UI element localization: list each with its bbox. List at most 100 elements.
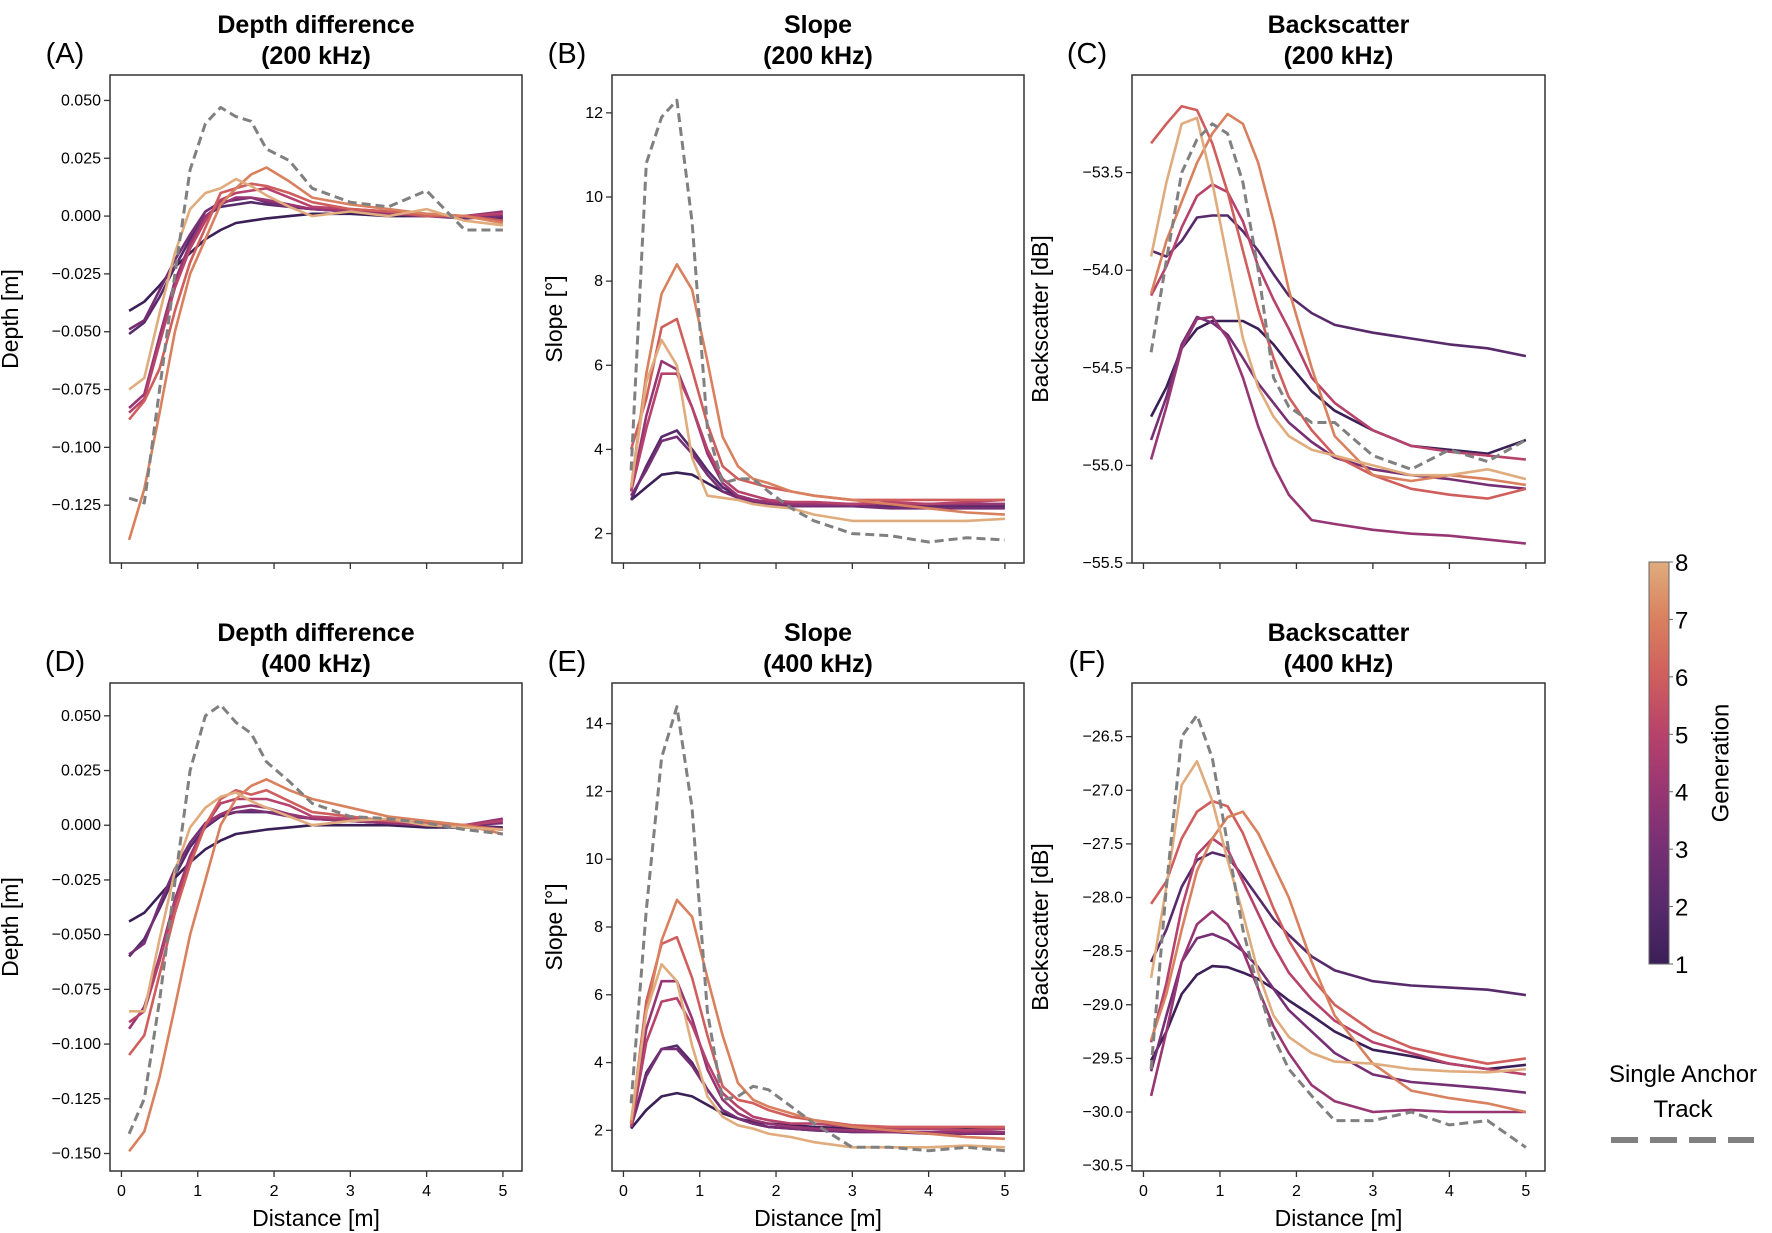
axes-frame <box>1131 682 1546 1172</box>
panel-title-line2: (200 kHz) <box>763 42 873 70</box>
series-line-generation-3 <box>1149 932 1527 1094</box>
y-tick-label: 0.000 <box>61 817 101 834</box>
x-tick-label: 4 <box>422 1183 431 1200</box>
x-tick-label: 5 <box>1521 1183 1530 1200</box>
panel-b: Slope (200 kHz) (B) 2 4 6 8 10 12 Slope [°] <box>541 11 1025 569</box>
y-tick-label: −0.125 <box>52 1091 101 1108</box>
series-line-generation-2 <box>1150 214 1527 358</box>
y-tick-label: −0.075 <box>52 382 101 399</box>
colorbar-tick-label: 6 <box>1675 665 1688 692</box>
series-line-generation-7 <box>629 262 1005 516</box>
series-line-generation-4 <box>128 196 504 409</box>
y-tick-label: −53.5 <box>1083 165 1124 182</box>
panel-label: (A) <box>46 38 85 70</box>
y-tick-label: −0.100 <box>52 439 101 456</box>
series-line-generation-6 <box>629 317 1005 502</box>
y-tick-label: −29.0 <box>1083 997 1124 1014</box>
y-tick-label: −30.5 <box>1083 1158 1124 1175</box>
y-tick-label: 14 <box>585 716 603 733</box>
series-line-single-anchor-track <box>128 105 503 505</box>
series-line-generation-2 <box>1149 851 1527 997</box>
x-axis-label: Distance [m] <box>754 1205 882 1231</box>
series-line-generation-5 <box>629 372 1005 506</box>
panel-f: Backscatter (400 kHz) (F) 0 1 2 3 4 5 −26.5 −27.0 −… <box>1027 619 1546 1231</box>
series-line-generation-4 <box>1149 315 1527 545</box>
y-tick-label: 0.050 <box>61 708 101 725</box>
series-line-generation-6 <box>128 788 504 1056</box>
panel-title-line1: Backscatter <box>1268 619 1410 647</box>
x-tick-label: 2 <box>270 1183 279 1200</box>
y-tick-label: 6 <box>594 357 603 374</box>
x-tick-label: 0 <box>1139 1183 1148 1200</box>
y-tick-label: −55.5 <box>1083 555 1124 572</box>
series-line-generation-3 <box>1149 315 1527 491</box>
panel-label: (C) <box>1067 38 1107 70</box>
series-line-generation-6 <box>128 182 504 421</box>
y-tick-label: −27.0 <box>1083 782 1124 799</box>
axes-frame <box>611 682 1025 1172</box>
x-tick-label: 5 <box>498 1183 507 1200</box>
y-tick-label: −0.125 <box>52 497 101 514</box>
y-axis-label: Backscatter [dB] <box>1027 235 1053 402</box>
x-tick-label: 2 <box>772 1183 781 1200</box>
x-tick-label: 4 <box>924 1183 933 1200</box>
y-tick-label: 0.050 <box>61 92 101 109</box>
panel-label: (F) <box>1068 646 1105 678</box>
y-tick-label: −28.0 <box>1083 890 1124 907</box>
series-group <box>127 105 504 541</box>
y-tick-label: 4 <box>594 1055 603 1072</box>
panel-label: (D) <box>45 646 85 678</box>
series-line-generation-5 <box>128 797 504 1024</box>
series-line-generation-7 <box>1149 112 1527 487</box>
panel-title-line2: (400 kHz) <box>1284 650 1394 678</box>
series-line-generation-8 <box>128 177 504 391</box>
y-tick-label: −0.150 <box>52 1145 101 1162</box>
y-tick-label: −0.075 <box>52 981 101 998</box>
series-line-generation-8 <box>629 338 1005 523</box>
colorbar-gradient <box>1648 561 1670 965</box>
x-axis-label: Distance [m] <box>252 1205 380 1231</box>
y-tick-label: 8 <box>594 919 603 936</box>
x-axis-label: Distance [m] <box>1275 1205 1403 1231</box>
panel-a: Depth difference (200 kHz) (A) 0.050 0.025 0.… <box>0 11 523 569</box>
series-line-single-anchor-track <box>1149 122 1527 471</box>
series-line-generation-7 <box>127 166 504 541</box>
x-tick-label: 2 <box>1292 1183 1301 1200</box>
panel-title-line2: (400 kHz) <box>763 650 873 678</box>
y-tick-label: 6 <box>594 987 603 1004</box>
series-line-generation-5 <box>629 996 1005 1132</box>
x-tick-label: 0 <box>117 1183 126 1200</box>
legend-label-line2: Track <box>1653 1096 1713 1123</box>
x-tick-label: 3 <box>848 1183 857 1200</box>
x-tick-label: 1 <box>1216 1183 1225 1200</box>
colorbar-tick-label: 3 <box>1675 837 1688 864</box>
y-tick-label: −0.050 <box>52 927 101 944</box>
colorbar-tick-label: 8 <box>1675 550 1688 577</box>
panel-e: Slope(400 kHz)(E)0 1 2 3 4 52468101214Distanc… <box>541 619 1025 1231</box>
y-tick-label: 0.025 <box>61 763 101 780</box>
series-line-single-anchor-track <box>629 98 1005 544</box>
series-line-generation-6 <box>1150 799 1527 1065</box>
y-tick-label: 0.025 <box>61 150 101 167</box>
panel-c: Backscatter (200 kHz) (C) −53.5 −54.0 −54.5 −5… <box>1027 11 1546 572</box>
y-tick-label: −30.0 <box>1083 1104 1124 1121</box>
series-line-generation-8 <box>1149 116 1527 481</box>
series-group <box>1149 104 1527 545</box>
colorbar-tick-label: 1 <box>1675 952 1688 979</box>
y-axis-label: Slope [°] <box>541 275 567 362</box>
colorbar: 1 2 3 4 5 6 7 8 Generation <box>1648 550 1734 979</box>
panels: Depth difference (200 kHz) (A) 0.050 0.025 0.… <box>0 11 1546 1231</box>
series-line-generation-7 <box>128 777 504 1153</box>
y-tick-label: 2 <box>594 1122 603 1139</box>
y-tick-label: −54.5 <box>1083 360 1124 377</box>
x-tick-label: 1 <box>193 1183 202 1200</box>
y-tick-label: −0.050 <box>52 324 101 341</box>
series-line-single-anchor-track <box>1149 713 1527 1149</box>
series-line-generation-4 <box>629 359 1005 506</box>
y-axis-label: Depth [m] <box>0 877 23 977</box>
legend-label-line1: Single Anchor <box>1609 1061 1757 1088</box>
y-axis-label: Backscatter [dB] <box>1027 843 1053 1010</box>
x-tick-label: 0 <box>619 1183 628 1200</box>
series-line-generation-7 <box>629 898 1005 1141</box>
